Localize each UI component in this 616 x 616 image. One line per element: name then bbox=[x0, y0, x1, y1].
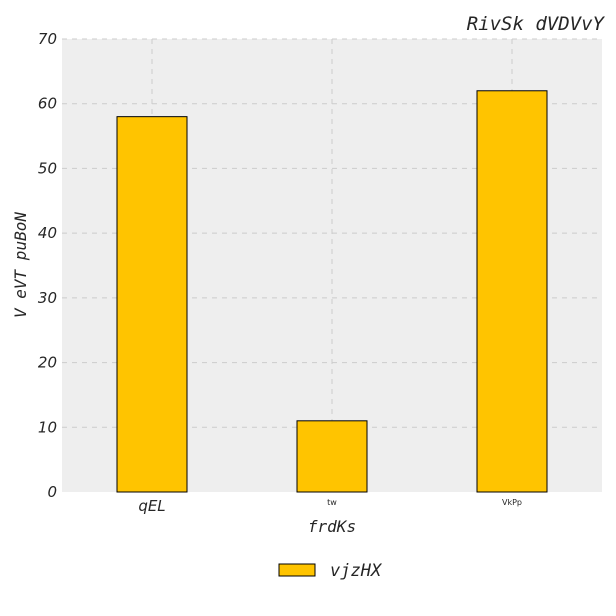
bar-tw bbox=[296, 420, 368, 493]
legend: vjzHX bbox=[278, 561, 383, 581]
x-axis-label: frdKs bbox=[308, 517, 356, 536]
x-tick-label: tw bbox=[327, 498, 337, 507]
bars bbox=[116, 90, 548, 493]
y-tick-label: 40 bbox=[38, 224, 57, 242]
y-tick-label: 70 bbox=[38, 30, 57, 48]
y-tick-label: 50 bbox=[38, 159, 57, 177]
x-tick-label: VkPp bbox=[502, 498, 522, 507]
y-tick-label: 20 bbox=[38, 354, 57, 372]
bar-VkPp bbox=[476, 90, 548, 493]
legend-label: vjzHX bbox=[330, 561, 383, 581]
y-tick-label: 0 bbox=[47, 483, 57, 501]
bar-qEL bbox=[116, 116, 188, 493]
y-tick-labels: 0 10 20 30 40 50 60 70 bbox=[38, 30, 57, 501]
x-tick-labels: qEL tw VkPp bbox=[138, 497, 522, 515]
x-tick-label: qEL bbox=[138, 497, 165, 515]
y-axis-label: V eVT puBoN bbox=[11, 212, 30, 318]
y-tick-label: 60 bbox=[38, 95, 57, 113]
y-tick-label: 10 bbox=[38, 418, 57, 436]
y-tick-label: 30 bbox=[38, 289, 57, 307]
chart-title: RivSk dVDVvY bbox=[467, 13, 606, 35]
legend-swatch bbox=[278, 563, 316, 577]
